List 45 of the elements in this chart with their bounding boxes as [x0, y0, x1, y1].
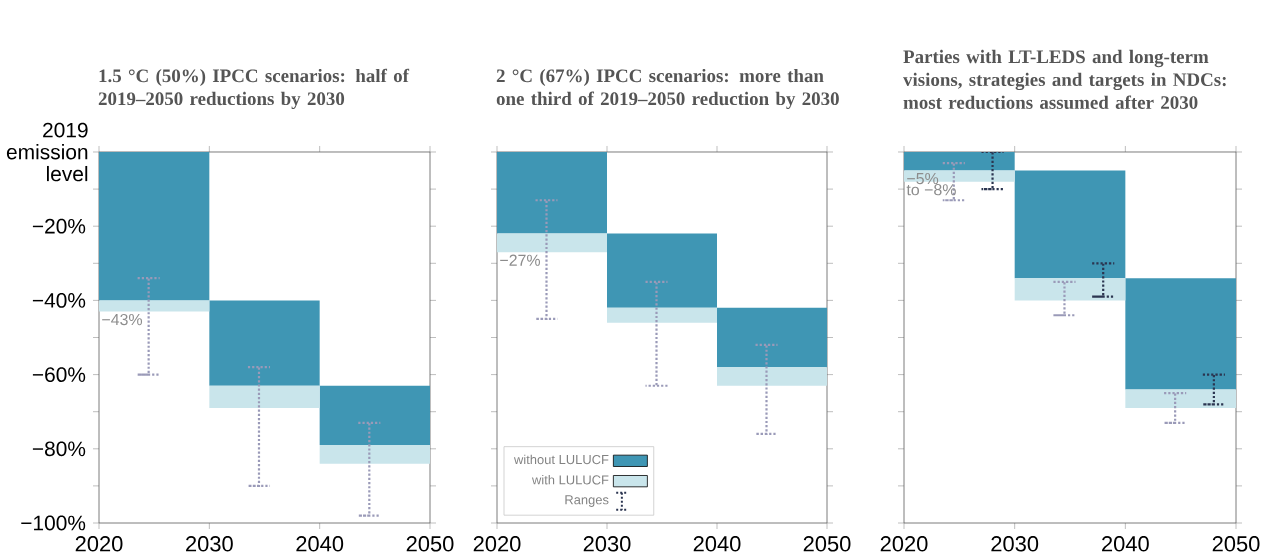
x-tick-label: 2020 — [473, 536, 521, 552]
y-tick-label: −100% — [21, 515, 86, 531]
bar — [607, 307, 717, 323]
y-tick-label: −80% — [32, 441, 86, 457]
x-tick-label: 2020 — [75, 536, 123, 552]
bar — [1125, 278, 1237, 390]
bar — [497, 233, 607, 253]
bar — [607, 233, 717, 308]
bar — [717, 307, 827, 368]
bar — [319, 385, 430, 446]
chart-title: 2 °C (67%) IPCC scenarios: more than one third of 2019–2050 reduction by 2030 — [496, 68, 839, 110]
bar — [904, 151, 1015, 171]
bar — [1014, 170, 1126, 279]
bar — [497, 151, 607, 234]
bar — [1014, 278, 1126, 301]
bar — [99, 300, 210, 312]
bar — [99, 151, 210, 301]
annotation: −27% — [500, 254, 541, 266]
y-axis-title: 2019 emission level — [6, 122, 88, 182]
x-tick-label: 2050 — [406, 536, 454, 552]
y-tick-label: −40% — [32, 293, 86, 308]
bar — [209, 300, 320, 386]
y-tick-label: −20% — [32, 218, 86, 234]
legend-label: without LULUCF — [513, 454, 609, 465]
legend-label: with LULUCF — [531, 474, 609, 485]
bar — [209, 385, 320, 408]
x-tick-label: 2040 — [693, 536, 741, 552]
chart-title: 1.5 °C (50%) IPCC scenarios: half of 2019–2050 reductions by 2030 — [98, 68, 410, 110]
x-tick-label: 2050 — [1212, 536, 1260, 552]
x-tick-label: 2040 — [1102, 536, 1149, 552]
x-tick-label: 2030 — [583, 536, 631, 552]
x-tick-label: 2030 — [991, 536, 1039, 552]
x-tick-label: 2050 — [803, 536, 851, 552]
x-tick-label: 2020 — [880, 536, 928, 552]
chart-title: Parties with LT-LEDS and long-term visions, strategies and targets in NDCs: most reductions assumed after 2030 — [903, 49, 1226, 109]
x-tick-label: 2040 — [296, 536, 344, 552]
bar — [1125, 389, 1237, 408]
annotation: −43% — [102, 313, 143, 326]
annotation: −5% — [907, 172, 939, 185]
y-tick-label: −60% — [32, 367, 86, 383]
bar — [319, 445, 430, 464]
annotation: Ranges — [565, 495, 609, 507]
bar — [717, 367, 827, 386]
x-tick-label: 2030 — [186, 536, 233, 552]
annotation: to −8% — [906, 184, 956, 196]
